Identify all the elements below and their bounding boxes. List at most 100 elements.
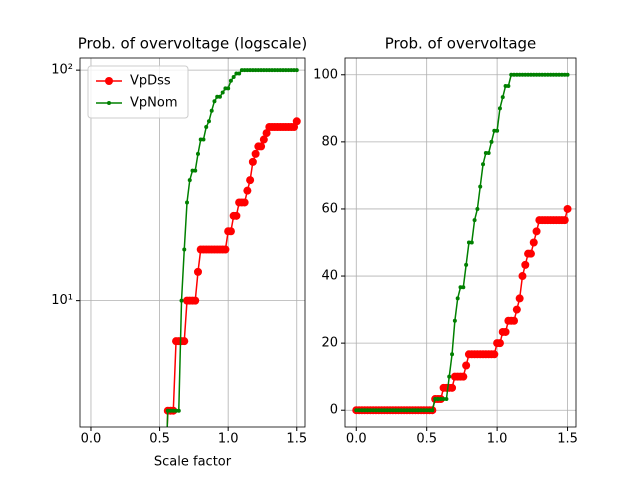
plot-area <box>163 68 301 427</box>
marker <box>537 72 542 77</box>
marker <box>250 68 255 73</box>
x-tick-label: 0.5 <box>416 432 437 447</box>
marker <box>462 361 471 370</box>
marker <box>253 68 258 73</box>
marker <box>548 72 553 77</box>
marker <box>234 71 239 76</box>
marker <box>557 72 562 77</box>
x-tick-label: 1.5 <box>557 432 578 447</box>
y-tick-label: 10² <box>51 63 73 78</box>
marker <box>231 75 236 80</box>
marker <box>441 397 446 402</box>
marker <box>475 206 480 211</box>
marker <box>246 176 255 185</box>
marker <box>226 227 235 236</box>
marker <box>278 68 283 73</box>
marker <box>433 397 438 402</box>
marker <box>563 204 572 213</box>
marker <box>551 72 556 77</box>
marker <box>272 68 277 73</box>
x-tick-label: 0.0 <box>346 432 367 447</box>
marker <box>514 72 519 77</box>
marker <box>506 83 511 88</box>
marker <box>240 198 249 207</box>
marker <box>379 408 384 413</box>
marker <box>376 408 381 413</box>
marker <box>220 90 225 95</box>
marker <box>239 68 244 73</box>
marker <box>165 408 170 413</box>
marker <box>435 397 440 402</box>
marker <box>503 83 508 88</box>
marker <box>419 408 424 413</box>
y-tick-label: 80 <box>321 134 338 149</box>
marker <box>217 94 222 99</box>
y-tick-label: 40 <box>321 269 338 284</box>
marker <box>289 68 294 73</box>
marker <box>248 157 257 166</box>
marker <box>185 200 190 205</box>
marker <box>251 149 260 158</box>
marker <box>396 408 401 413</box>
marker <box>281 68 286 73</box>
y-tick-label: 100 <box>313 67 338 82</box>
marker <box>518 272 527 281</box>
legend-box <box>87 65 189 119</box>
marker <box>270 68 275 73</box>
marker <box>464 262 469 267</box>
marker <box>193 168 198 173</box>
marker <box>540 72 545 77</box>
marker <box>215 94 220 99</box>
marker <box>171 408 176 413</box>
marker <box>243 186 252 195</box>
marker <box>509 72 514 77</box>
marker <box>212 99 217 104</box>
marker <box>357 408 362 413</box>
marker <box>393 408 398 413</box>
marker <box>262 129 271 138</box>
marker <box>191 296 200 305</box>
marker <box>168 408 173 413</box>
marker <box>195 151 200 156</box>
marker <box>382 408 387 413</box>
marker <box>292 117 301 126</box>
marker <box>497 106 502 111</box>
marker <box>481 162 486 167</box>
marker <box>526 249 535 258</box>
legend-label: VpDss <box>130 74 171 89</box>
marker <box>489 139 494 144</box>
marker <box>501 327 510 336</box>
marker <box>495 128 500 133</box>
marker <box>209 108 214 113</box>
marker <box>562 72 567 77</box>
marker <box>399 408 404 413</box>
marker <box>510 316 519 325</box>
plot-area <box>352 72 572 415</box>
marker <box>512 305 521 314</box>
x-tick-label: 0.5 <box>149 432 170 447</box>
marker <box>520 72 525 77</box>
marker <box>416 408 421 413</box>
marker <box>283 68 288 73</box>
x-tick-label: 1.0 <box>218 432 239 447</box>
marker <box>455 296 460 301</box>
marker <box>359 408 364 413</box>
marker <box>242 68 247 73</box>
x-tick-label: 0.0 <box>81 432 102 447</box>
marker <box>292 68 297 73</box>
marker <box>554 72 559 77</box>
marker <box>430 408 435 413</box>
x-tick-label: 1.5 <box>286 432 307 447</box>
marker <box>385 408 390 413</box>
marker <box>390 408 395 413</box>
marker <box>543 72 548 77</box>
marker <box>174 408 179 413</box>
marker <box>515 294 524 303</box>
marker <box>261 68 266 73</box>
marker <box>286 68 291 73</box>
marker <box>259 135 268 144</box>
marker <box>560 216 569 225</box>
marker <box>404 408 409 413</box>
marker <box>424 408 429 413</box>
axes: 0.0 0.5 1.0 1.5 10¹ 10² Prob. of overvoltage (… <box>51 35 307 470</box>
